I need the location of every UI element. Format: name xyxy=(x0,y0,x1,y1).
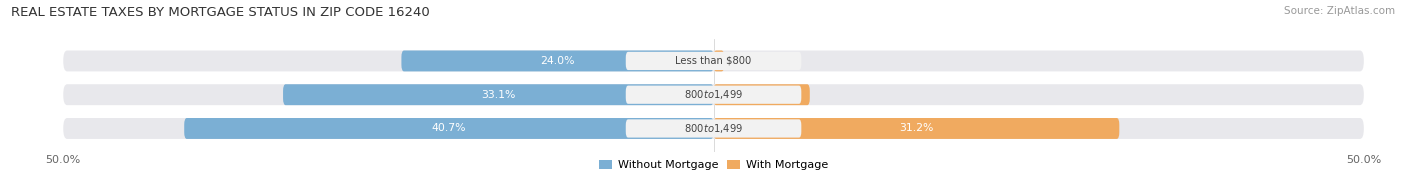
Text: Less than $800: Less than $800 xyxy=(675,56,752,66)
Text: 24.0%: 24.0% xyxy=(540,56,575,66)
Text: 0.82%: 0.82% xyxy=(740,56,775,66)
Text: REAL ESTATE TAXES BY MORTGAGE STATUS IN ZIP CODE 16240: REAL ESTATE TAXES BY MORTGAGE STATUS IN … xyxy=(11,6,430,19)
FancyBboxPatch shape xyxy=(63,51,1364,71)
FancyBboxPatch shape xyxy=(283,84,713,105)
FancyBboxPatch shape xyxy=(184,118,713,139)
FancyBboxPatch shape xyxy=(626,86,801,104)
FancyBboxPatch shape xyxy=(713,51,724,71)
FancyBboxPatch shape xyxy=(63,84,1364,105)
Text: 33.1%: 33.1% xyxy=(481,90,516,100)
FancyBboxPatch shape xyxy=(626,119,801,138)
FancyBboxPatch shape xyxy=(713,84,810,105)
FancyBboxPatch shape xyxy=(713,118,1119,139)
FancyBboxPatch shape xyxy=(402,51,713,71)
Text: 31.2%: 31.2% xyxy=(900,123,934,133)
Text: $800 to $1,499: $800 to $1,499 xyxy=(685,122,742,135)
Legend: Without Mortgage, With Mortgage: Without Mortgage, With Mortgage xyxy=(595,155,832,175)
FancyBboxPatch shape xyxy=(626,52,801,70)
Text: 7.4%: 7.4% xyxy=(748,90,776,100)
Text: Source: ZipAtlas.com: Source: ZipAtlas.com xyxy=(1284,6,1395,16)
Text: $800 to $1,499: $800 to $1,499 xyxy=(685,88,742,101)
FancyBboxPatch shape xyxy=(63,118,1364,139)
Text: 40.7%: 40.7% xyxy=(432,123,467,133)
